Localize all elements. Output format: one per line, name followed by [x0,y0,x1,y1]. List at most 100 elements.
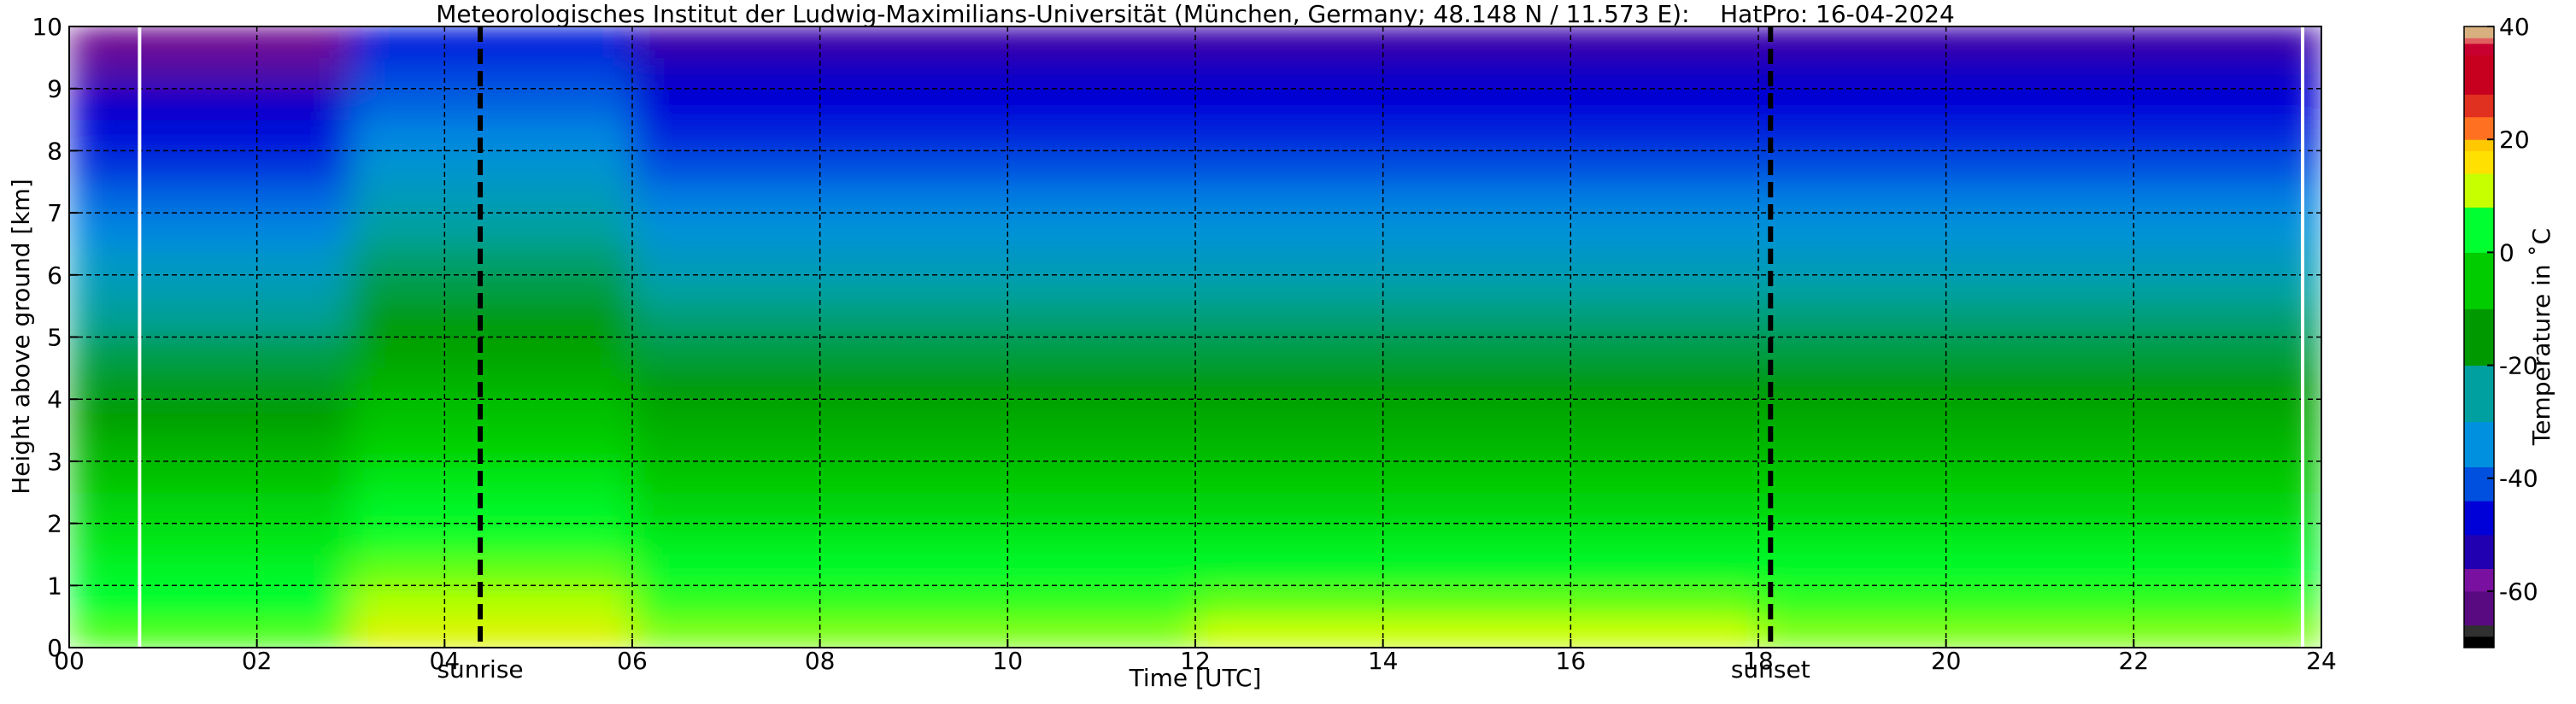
heatmap-cell [69,26,164,58]
heatmap-cell [1476,585,1571,618]
heatmap-cell [350,461,445,493]
heatmap-cell [1664,150,1759,183]
heatmap-cell [1664,585,1759,618]
heatmap-cell [1945,181,2040,214]
heatmap-cell [1101,57,1196,90]
heatmap-cell [350,585,445,618]
heatmap-cell [162,120,258,151]
heatmap-cell [538,274,633,307]
heatmap-cell [632,430,727,462]
heatmap-cell [69,585,164,618]
heatmap-cell [1382,367,1477,400]
heatmap-cell [1382,430,1477,462]
heatmap-cell [1476,554,1571,586]
heatmap-cell [444,616,539,648]
x-tick-label: 00 [54,647,85,675]
heatmap-cell [2039,26,2134,58]
heatmap-cell [2039,57,2134,90]
heatmap-cell [725,243,821,276]
heatmap-cell [1851,306,1947,337]
heatmap-cell [1570,616,1665,648]
heatmap-cell [1288,306,1384,337]
heatmap-cell [1851,26,1947,58]
heatmap-cell [2039,181,2134,214]
heatmap-cell [444,461,539,493]
heatmap-cell [819,26,914,58]
heatmap-cell [913,213,1008,244]
heatmap-cell [819,213,914,244]
heatmap-cell [1851,181,1947,214]
heatmap-cell [1758,26,1853,58]
heatmap-cell [725,88,821,120]
heatmap-cell [1945,150,2040,183]
heatmap-cell [1945,243,2040,276]
colorbar-segment [2464,38,2494,44]
heatmap-cell [1476,181,1571,214]
heatmap-cell [1101,213,1196,244]
heatmap-cell [444,399,539,431]
heatmap-cell [2039,461,2134,493]
chart-title: Meteorologisches Institut der Ludwig-Max… [436,0,1955,28]
heatmap-cell [162,430,258,462]
heatmap-cell [2133,337,2228,369]
heatmap-cell [1007,243,1102,276]
heatmap-cell [256,243,351,276]
heatmap-cell [1758,337,1853,369]
heatmap-cell [538,57,633,90]
heatmap-cell [1570,26,1665,58]
heatmap-cell [1664,88,1759,120]
heatmap-cell [162,274,258,307]
heatmap-cell [1288,492,1384,525]
heatmap-cell [1476,213,1571,244]
heatmap-cell [1476,243,1571,276]
heatmap-cell [1476,88,1571,120]
colorbar-segment [2464,466,2494,502]
heatmap-cell [632,306,727,337]
heatmap-cell [1476,430,1571,462]
heatmap-cell [538,367,633,400]
heatmap-cell [1101,523,1196,555]
heatmap-cell [913,181,1008,214]
heatmap-cell [1382,243,1477,276]
heatmap-cell [1570,461,1665,493]
heatmap-cell [1195,585,1290,618]
heatmap-cell [819,585,914,618]
colorbar-segment [2464,421,2494,468]
heatmap-cell [1007,26,1102,58]
heatmap-cell [162,461,258,493]
heatmap-cell [1664,430,1759,462]
heatmap-cell [350,399,445,431]
x-axis-label: Time [UTC] [1129,664,1262,692]
heatmap-cell [1101,337,1196,369]
heatmap-cell [1195,213,1290,244]
heatmap-cell [1288,150,1384,183]
heatmap-cell [350,337,445,369]
heatmap-cell [632,120,727,151]
colorbar-tick-label: -20 [2499,352,2538,380]
heatmap [69,26,2321,648]
heatmap-cell [1007,399,1102,431]
heatmap-cell [1945,399,2040,431]
heatmap-cell [444,243,539,276]
heatmap-cell [1851,243,1947,276]
heatmap-cell [1288,337,1384,369]
heatmap-cell [913,306,1008,337]
heatmap-cell [819,399,914,431]
heatmap-cell [162,181,258,214]
heatmap-cell [1476,367,1571,400]
heatmap-cell [2133,181,2228,214]
heatmap-cell [913,399,1008,431]
heatmap-cell [1758,461,1853,493]
heatmap-cell [1851,554,1947,586]
heatmap-cell [1101,616,1196,648]
heatmap-cell [1382,306,1477,337]
heatmap-cell [1195,57,1290,90]
heatmap-cell [162,88,258,120]
heatmap-cell [1570,585,1665,618]
heatmap-cell [632,57,727,90]
heatmap-cell [2133,430,2228,462]
x-tick-label: 06 [617,647,648,675]
colorbar-tick-label: 0 [2499,238,2514,267]
y-tick-label: 0 [47,634,62,662]
heatmap-cell [256,150,351,183]
